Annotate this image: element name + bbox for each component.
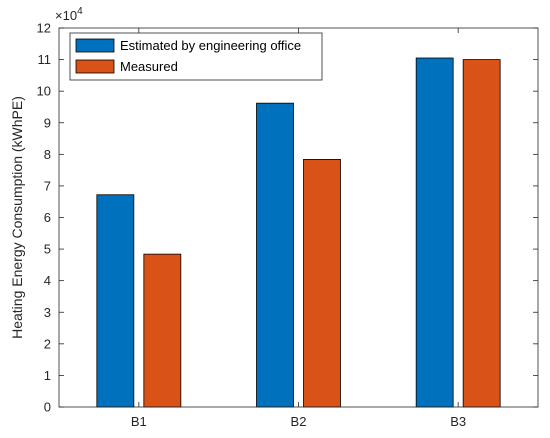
y-tick-label: 12 — [37, 21, 51, 36]
legend-label-estimated: Estimated by engineering office — [120, 38, 301, 53]
x-tick-label: B2 — [291, 414, 307, 429]
y-tick-label: 4 — [44, 273, 51, 288]
y-tick-label: 7 — [44, 178, 51, 193]
y-axis-exponent-power: 4 — [77, 6, 83, 17]
legend-label-measured: Measured — [120, 59, 178, 74]
y-tick-label: 10 — [37, 84, 51, 99]
legend-swatch-measured — [75, 59, 115, 74]
y-tick-label: 5 — [44, 242, 51, 257]
bar-measured-b1 — [143, 253, 182, 408]
y-axis-exponent-base: ×10 — [55, 8, 77, 23]
bar-measured-b2 — [303, 158, 341, 408]
legend: Estimated by engineering office Measured — [69, 32, 323, 81]
y-tick-label: 9 — [44, 115, 51, 130]
y-axis-exponent: ×104 — [55, 6, 83, 23]
x-tick-label: B1 — [131, 414, 147, 429]
bar-estimated-b2 — [256, 102, 294, 408]
legend-swatch-estimated — [75, 38, 115, 53]
x-tick-label: B3 — [450, 414, 466, 429]
y-axis-label: Heating Energy Consumption (kWhPE) — [9, 96, 25, 339]
y-tick-label: 3 — [44, 305, 51, 320]
bar-estimated-b3 — [415, 57, 454, 408]
y-tick-label: 8 — [44, 147, 51, 162]
plot-background — [59, 28, 538, 407]
y-tick-label: 2 — [44, 336, 51, 351]
plot-frame — [58, 27, 539, 408]
y-tick-label: 1 — [44, 368, 51, 383]
bar-measured-b3 — [462, 59, 501, 408]
y-tick-label: 11 — [38, 52, 52, 67]
y-tick-label: 6 — [44, 210, 51, 225]
y-tick-label: 0 — [44, 400, 51, 415]
bar-estimated-b1 — [96, 194, 135, 408]
